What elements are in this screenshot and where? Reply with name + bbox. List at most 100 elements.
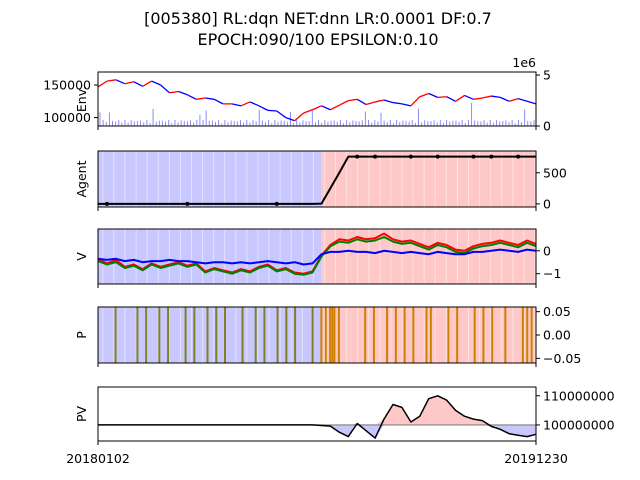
pv-line — [98, 395, 537, 439]
price-segment — [249, 101, 260, 107]
y-tick: 110000000 — [543, 388, 615, 403]
agent-point — [355, 154, 360, 159]
price-segment — [383, 99, 394, 104]
price-segment — [437, 96, 447, 99]
y-tick: −1 — [543, 266, 561, 281]
pv-gain-area — [98, 395, 536, 425]
value-line-1 — [97, 236, 537, 276]
agent-point — [408, 154, 413, 159]
plot-frame — [97, 228, 537, 285]
agent-point — [185, 201, 190, 206]
price-segment — [169, 90, 179, 94]
price-segment — [365, 101, 376, 106]
price-segment — [115, 79, 126, 85]
value-panel: 0 −1 V — [74, 228, 561, 288]
sell-region — [321, 307, 536, 363]
price-segment — [303, 109, 313, 114]
price-segment — [267, 109, 277, 112]
price-segment — [285, 116, 295, 122]
portfolio-value-panel: 110000000 100000000 PV — [74, 386, 615, 445]
agent-point — [274, 201, 279, 206]
y-tick: 150000 — [43, 78, 91, 93]
price-segment — [410, 96, 421, 107]
pv-loss-area — [98, 424, 536, 439]
agent-point — [489, 154, 494, 159]
chart-title-line1: [005380] RL:dqn NET:dnn LR:0.0001 DF:0.7 — [144, 9, 492, 28]
price-segment — [392, 101, 403, 105]
sell-region — [321, 151, 536, 207]
y-tick: −0.05 — [543, 351, 581, 366]
price-segment — [517, 98, 528, 102]
sell-region — [321, 229, 536, 284]
y2-tick: 5 — [543, 68, 551, 83]
buy-region — [98, 229, 322, 284]
chart-title-line2: EPOCH:090/100 EPSILON:0.10 — [197, 30, 438, 49]
price-segment — [205, 97, 215, 100]
price-segment — [213, 98, 224, 105]
env-panel: 100000 150000 0 5 1e6 Env. — [43, 55, 551, 134]
price-segment — [106, 79, 116, 82]
price-segment — [133, 81, 143, 87]
price-segment — [428, 92, 438, 98]
y2-tick: 0 — [543, 119, 551, 134]
price-segment — [356, 98, 367, 106]
buy-region — [98, 151, 322, 207]
agent-point — [471, 154, 476, 159]
price-segment — [321, 105, 331, 111]
y-tick: 100000 — [43, 110, 91, 125]
y-axis-label: P — [74, 331, 89, 339]
price-segment — [482, 95, 492, 99]
price-segment — [330, 104, 340, 111]
price-segment — [97, 80, 108, 88]
value-line-2 — [97, 248, 537, 266]
price-segment — [464, 94, 474, 100]
agent-point — [516, 154, 521, 159]
y-axis-label: PV — [74, 406, 89, 423]
buy-region — [98, 307, 322, 363]
price-segment — [339, 100, 349, 106]
price-segment — [178, 90, 188, 96]
y-axis-label: Agent — [74, 160, 89, 197]
plot-frame — [97, 386, 537, 442]
agent-point — [373, 154, 378, 159]
price-segment — [160, 84, 170, 94]
price-segment — [419, 92, 429, 98]
price-segment — [473, 97, 483, 100]
policy-panel: 0.05 0.00 −0.05 P — [74, 304, 581, 367]
price-segment — [401, 103, 411, 107]
plot-frame — [97, 150, 537, 208]
y-axis-label: V — [74, 252, 89, 261]
price-segment — [258, 105, 269, 111]
y-tick: 0 — [543, 243, 551, 258]
y-tick: 0.05 — [543, 304, 571, 319]
y-axis-label: Env. — [74, 86, 89, 112]
y-tick: 0.00 — [543, 328, 571, 343]
price-segment — [240, 101, 251, 107]
price-segment — [294, 112, 305, 122]
agent-panel: 0 500 Agent — [74, 150, 567, 211]
y-tick: 500 — [543, 165, 567, 180]
price-segment — [491, 95, 501, 99]
x-end-label: 20191230 — [504, 451, 568, 466]
price-segment — [142, 80, 152, 87]
price-segment — [374, 99, 385, 103]
price-segment — [455, 94, 465, 102]
price-segment — [348, 98, 358, 102]
plot-frame — [97, 71, 537, 127]
price-segment — [196, 97, 206, 100]
y2-offset-label: 1e6 — [512, 55, 536, 70]
agent-line — [98, 155, 536, 205]
agent-point — [435, 154, 440, 159]
price-segment — [526, 100, 537, 105]
price-segment — [187, 94, 197, 100]
price-segment — [151, 80, 161, 86]
y-tick: 100000000 — [543, 417, 615, 432]
price-segment — [276, 110, 287, 119]
y-tick: 0 — [543, 196, 551, 211]
agent-point — [104, 201, 109, 206]
x-start-label: 20180102 — [66, 451, 130, 466]
price-segment — [499, 96, 510, 102]
price-segment — [446, 96, 456, 102]
price-segment — [231, 103, 242, 107]
